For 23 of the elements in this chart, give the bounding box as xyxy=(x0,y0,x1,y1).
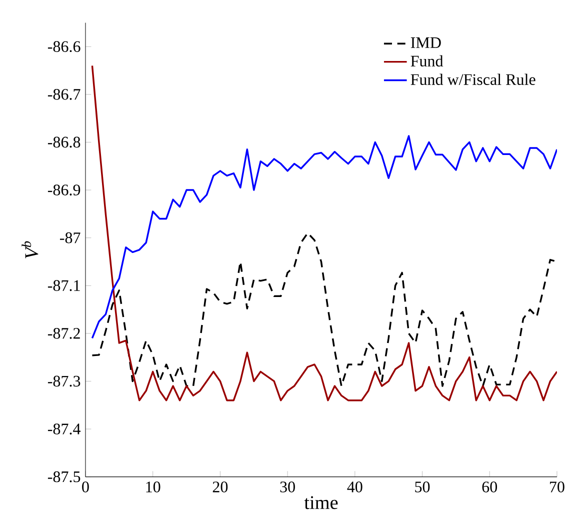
legend-label: Fund w/Fiscal Rule xyxy=(410,74,536,86)
y-tick-label: -87.4 xyxy=(48,424,81,435)
y-tick-label: -86.8 xyxy=(48,136,80,148)
y-tick-label: -87.5 xyxy=(48,472,80,482)
x-tick-label: 40 xyxy=(347,482,362,493)
x-tick-label: 30 xyxy=(280,482,295,493)
y-tick-label: -87.2 xyxy=(48,328,80,340)
legend-label: IMD xyxy=(410,38,441,48)
y-tick-label: -87 xyxy=(60,232,80,244)
y-tick-label: -86.9 xyxy=(48,184,80,196)
x-tick-label: 60 xyxy=(482,482,498,493)
y-tick-label: -87.3 xyxy=(48,376,80,387)
y-tick-label: -87.1 xyxy=(48,280,80,292)
y-tick-label: -86.6 xyxy=(48,41,80,52)
x-axis-title: time xyxy=(304,496,338,510)
x-tick-label: 0 xyxy=(82,482,89,493)
x-tick-label: 20 xyxy=(212,482,228,493)
x-tick-label: 70 xyxy=(550,482,564,493)
y-axis-title: V$^{b}$ xyxy=(22,241,38,259)
x-tick-label: 50 xyxy=(415,482,430,493)
legend-label: Fund xyxy=(410,55,444,67)
x-tick-label: 10 xyxy=(146,482,160,493)
y-tick-label: -86.7 xyxy=(48,89,80,100)
